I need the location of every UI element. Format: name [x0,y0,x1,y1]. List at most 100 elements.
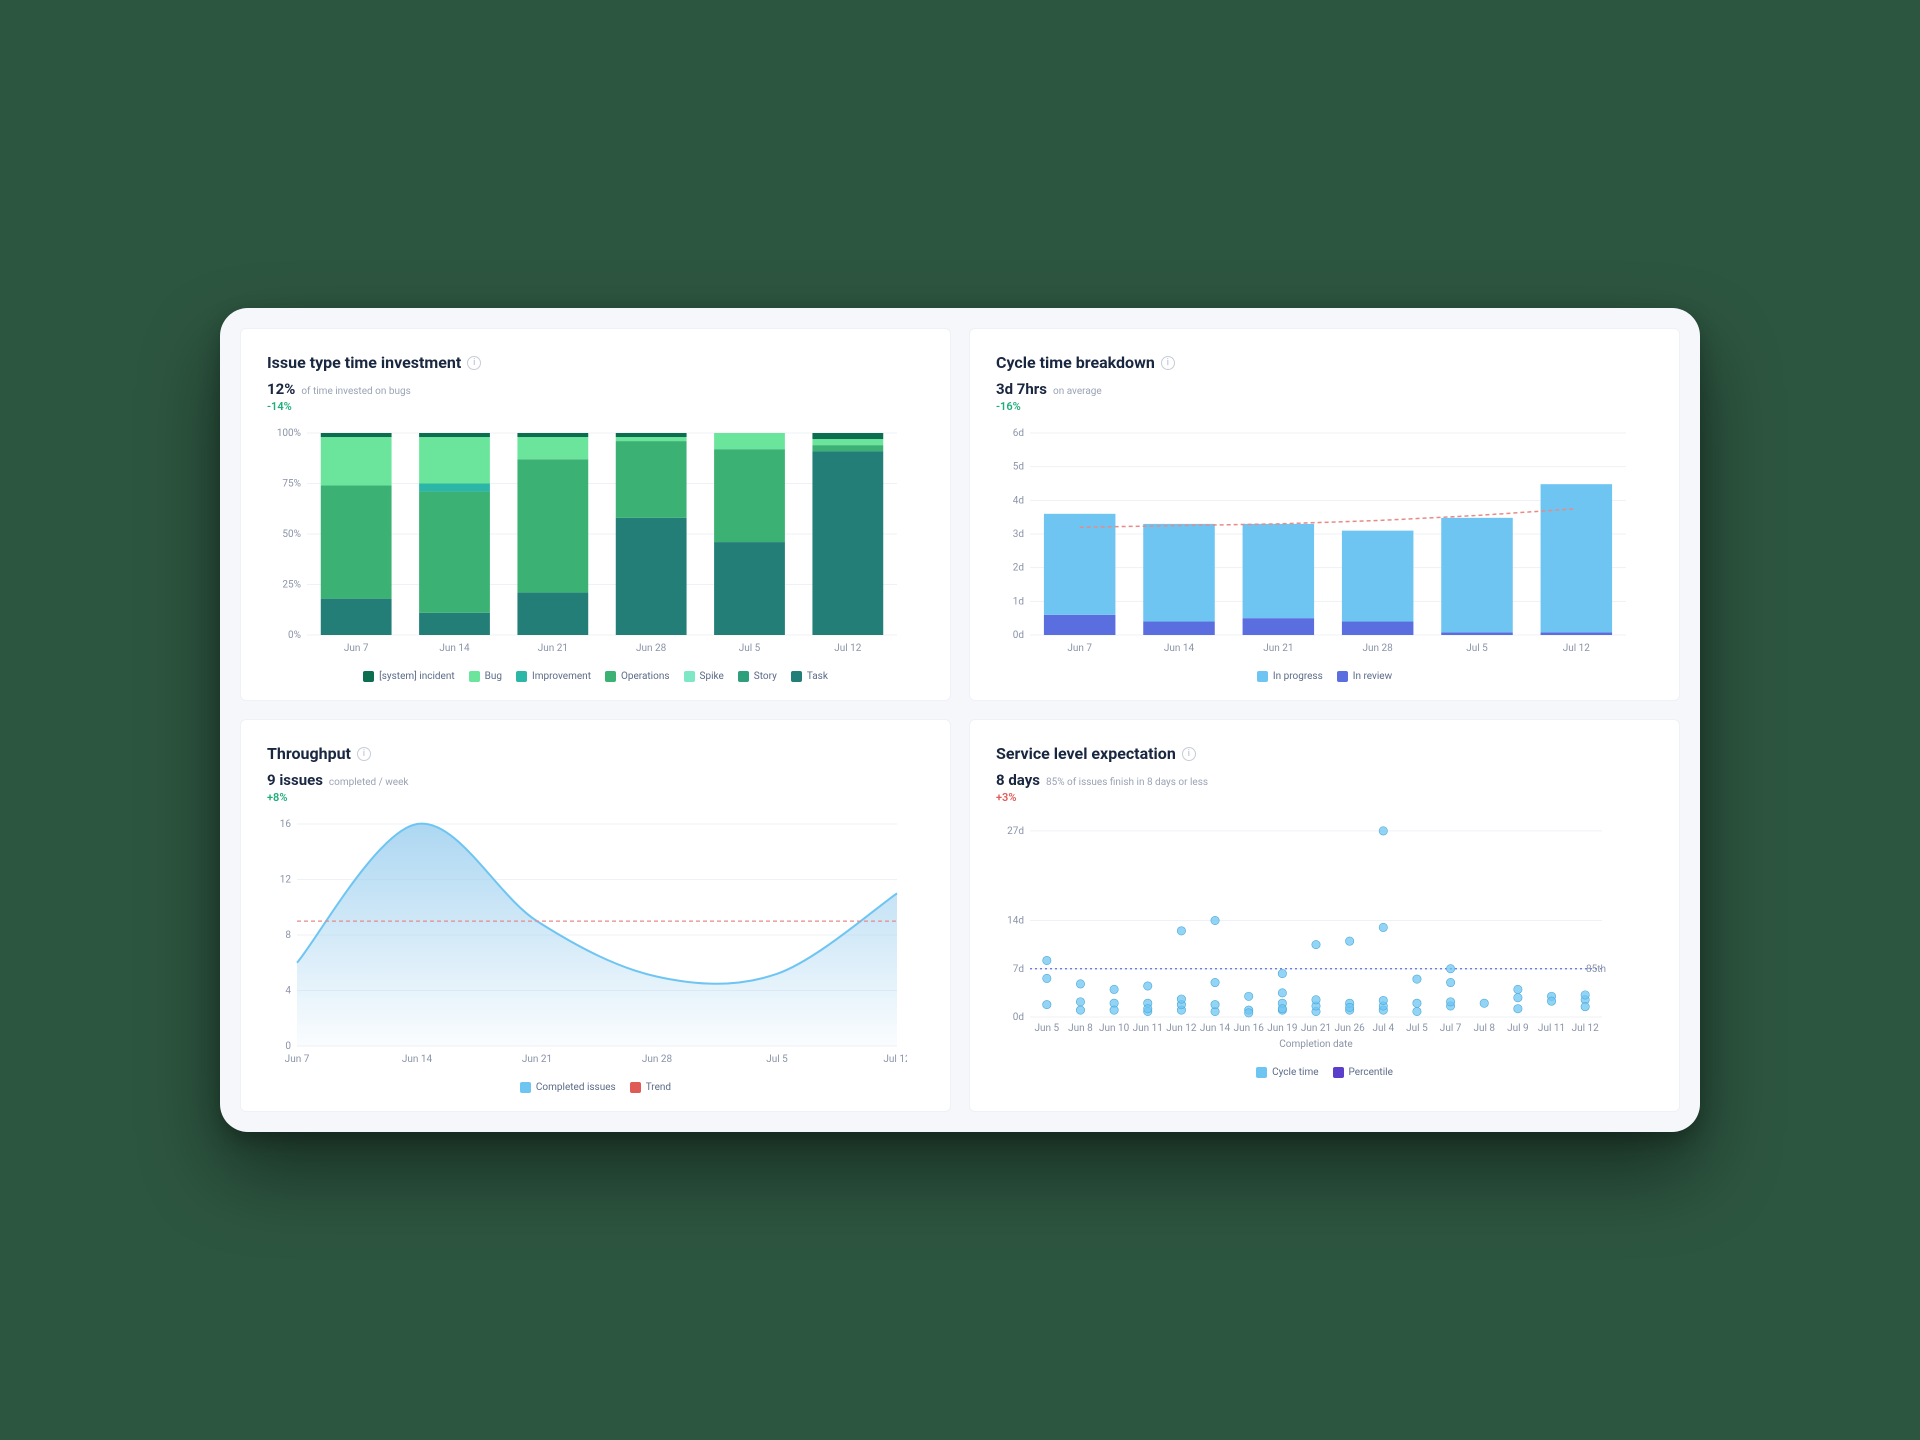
metric-line: 9 issues completed / week [267,771,924,789]
svg-text:Jul 12: Jul 12 [834,643,862,654]
svg-text:Jul 12: Jul 12 [883,1054,907,1065]
dashboard-grid: Issue type time investment i 12% of time… [240,328,1680,1112]
metric-line: 8 days 85% of issues finish in 8 days or… [996,771,1653,789]
legend-swatch [630,1082,641,1093]
title-text: Cycle time breakdown [996,353,1155,372]
legend-item[interactable]: Spike [684,671,724,682]
svg-text:Jun 5: Jun 5 [1034,1023,1059,1034]
svg-text:100%: 100% [277,428,301,439]
svg-text:0: 0 [285,1041,291,1052]
title-text: Throughput [267,744,351,763]
svg-text:Jul 12: Jul 12 [1572,1023,1600,1034]
legend-item[interactable]: Completed issues [520,1082,616,1093]
svg-text:25%: 25% [282,580,301,591]
legend-item[interactable]: Story [738,671,777,682]
metric-value: 9 issues [267,771,323,789]
legend-swatch [1256,1067,1267,1078]
legend-label: Operations [621,671,670,682]
legend-item[interactable]: Bug [469,671,502,682]
svg-text:Jul 5: Jul 5 [1406,1023,1428,1034]
svg-text:Jun 11: Jun 11 [1133,1023,1163,1034]
legend-swatch [520,1082,531,1093]
legend-label: Cycle time [1272,1067,1318,1078]
svg-text:Jun 28: Jun 28 [642,1054,673,1065]
metric-value: 12% [267,380,295,398]
legend-item[interactable]: Improvement [516,671,591,682]
svg-text:Jul 4: Jul 4 [1373,1023,1395,1034]
legend-label: Percentile [1349,1067,1393,1078]
info-icon[interactable]: i [357,747,371,761]
svg-text:Jun 14: Jun 14 [402,1054,433,1065]
legend: Cycle time Percentile [996,1067,1653,1078]
legend-swatch [516,671,527,682]
legend-item[interactable]: In progress [1257,671,1323,682]
svg-text:5d: 5d [1013,462,1024,473]
svg-text:Jun 21: Jun 21 [1263,643,1293,654]
svg-text:7d: 7d [1013,964,1024,975]
card-cycle-time: Cycle time breakdown i 3d 7hrs on averag… [969,328,1680,701]
legend-swatch [1333,1067,1344,1078]
svg-text:Jun 28: Jun 28 [636,643,667,654]
legend-item[interactable]: Percentile [1333,1067,1393,1078]
svg-text:75%: 75% [282,479,301,490]
svg-text:Jul 5: Jul 5 [766,1054,788,1065]
svg-text:Jun 21: Jun 21 [1301,1023,1331,1034]
metric-delta: +8% [267,791,924,804]
legend-label: Trend [646,1082,671,1093]
svg-text:Jun 12: Jun 12 [1166,1023,1197,1034]
legend-label: In progress [1273,671,1323,682]
metric-value: 8 days [996,771,1040,789]
svg-text:Completion date: Completion date [1279,1039,1352,1050]
info-icon[interactable]: i [1182,747,1196,761]
legend-label: [system] incident [379,671,455,682]
card-title: Issue type time investment i [267,353,924,372]
svg-text:3d: 3d [1013,529,1024,540]
svg-text:Jun 26: Jun 26 [1335,1023,1366,1034]
card-throughput: Throughput i 9 issues completed / week +… [240,719,951,1112]
svg-text:2d: 2d [1013,563,1024,574]
svg-text:Jun 8: Jun 8 [1068,1023,1093,1034]
svg-text:Jul 8: Jul 8 [1473,1023,1495,1034]
svg-text:12: 12 [280,875,292,886]
card-issue-type: Issue type time investment i 12% of time… [240,328,951,701]
svg-text:50%: 50% [282,529,301,540]
scatter-chart: 0d7d14d27d85thJun 5Jun 8Jun 10Jun 11Jun … [996,818,1653,1057]
legend-swatch [1257,671,1268,682]
svg-text:Jul 5: Jul 5 [739,643,761,654]
stacked-bar-chart: 0%25%50%75%100%Jun 7Jun 14Jun 21Jun 28Ju… [267,427,924,661]
svg-text:Jun 19: Jun 19 [1267,1023,1297,1034]
metric-sub: completed / week [329,777,409,788]
legend-swatch [684,671,695,682]
legend-swatch [363,671,374,682]
legend-item[interactable]: Task [791,671,828,682]
legend-swatch [1337,671,1348,682]
metric-sub: on average [1053,386,1102,397]
svg-text:Jun 7: Jun 7 [285,1054,310,1065]
metric-line: 3d 7hrs on average [996,380,1653,398]
metric-sub: of time invested on bugs [301,386,410,397]
legend-item[interactable]: Trend [630,1082,671,1093]
svg-text:Jul 7: Jul 7 [1440,1023,1462,1034]
info-icon[interactable]: i [1161,356,1175,370]
svg-text:8: 8 [285,930,291,941]
dashboard-frame: Issue type time investment i 12% of time… [220,308,1700,1132]
legend-swatch [791,671,802,682]
svg-text:Jul 9: Jul 9 [1507,1023,1529,1034]
legend: In progress In review [996,671,1653,682]
legend-item[interactable]: In review [1337,671,1392,682]
svg-text:Jul 5: Jul 5 [1466,643,1488,654]
svg-text:0%: 0% [288,630,301,641]
legend-item[interactable]: Cycle time [1256,1067,1318,1078]
legend-item[interactable]: [system] incident [363,671,455,682]
legend-item[interactable]: Operations [605,671,670,682]
info-icon[interactable]: i [467,356,481,370]
svg-text:6d: 6d [1013,428,1024,439]
svg-text:Jun 7: Jun 7 [1067,643,1092,654]
svg-text:Jun 14: Jun 14 [439,643,470,654]
metric-value: 3d 7hrs [996,380,1047,398]
title-text: Issue type time investment [267,353,461,372]
svg-text:Jun 16: Jun 16 [1234,1023,1265,1034]
metric-delta: -14% [267,400,924,413]
svg-text:27d: 27d [1007,826,1024,837]
metric-sub: 85% of issues finish in 8 days or less [1046,777,1208,788]
